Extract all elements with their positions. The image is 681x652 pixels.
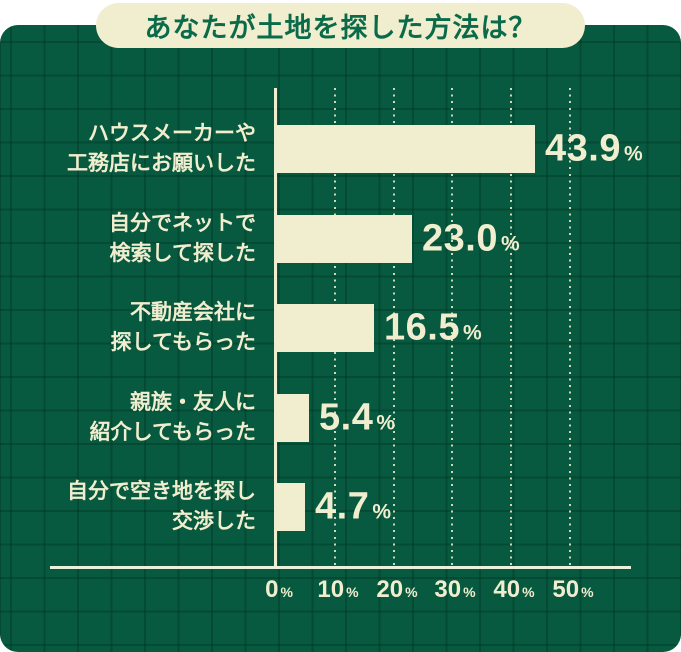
value-number: 5.4 — [319, 396, 374, 439]
category-label: 不動産会社に探してもらった — [20, 298, 256, 358]
value-percent-sign: % — [376, 411, 396, 435]
x-tick-number: 50 — [552, 576, 580, 603]
value-number: 4.7 — [315, 485, 370, 528]
bar — [277, 394, 309, 442]
value-label: 4.7% — [315, 486, 391, 529]
category-label-line: 親族・友人に — [130, 391, 256, 414]
title-banner: あなたが土地を探した方法は？ — [96, 3, 585, 48]
x-tick-label: 30% — [410, 576, 500, 604]
gridline-40-percent — [510, 88, 512, 566]
category-label: ハウスメーカーや工務店にお願いした — [20, 119, 256, 179]
x-tick-label: 0% — [234, 576, 324, 604]
value-label: 5.4% — [319, 397, 395, 440]
value-percent-sign: % — [372, 500, 392, 524]
x-tick-number: 30 — [434, 576, 462, 603]
category-label: 親族・友人に紹介してもらった — [20, 388, 256, 448]
value-label: 23.0% — [422, 218, 520, 261]
x-tick-percent-sign: % — [463, 584, 476, 600]
x-tick-label: 50% — [528, 576, 618, 604]
x-tick-percent-sign: % — [280, 584, 293, 600]
x-tick-number: 20 — [376, 576, 404, 603]
bar — [277, 125, 535, 173]
bar — [277, 483, 305, 531]
bar — [277, 215, 412, 263]
x-tick-percent-sign: % — [581, 584, 594, 600]
category-label: 自分でネットで 検索して探した — [20, 209, 256, 269]
value-label: 43.9% — [545, 128, 643, 171]
category-label-line: 探してもらった — [110, 331, 256, 354]
category-label: 自分で空き地を探し交渉した — [20, 477, 256, 537]
bar — [277, 304, 374, 352]
value-percent-sign: % — [500, 232, 520, 256]
category-label-line: 検索して探した — [109, 242, 256, 265]
x-tick-number: 0 — [265, 576, 279, 603]
value-label: 16.5% — [384, 307, 482, 350]
category-label-line: 交渉した — [172, 510, 256, 533]
gridline-20-percent — [393, 88, 395, 566]
value-percent-sign: % — [623, 142, 643, 166]
gridline-30-percent — [451, 88, 453, 566]
category-label-line: ハウスメーカーや — [88, 122, 256, 145]
value-number: 23.0 — [422, 217, 498, 260]
y-axis-line — [274, 88, 277, 569]
x-axis-line — [50, 566, 631, 569]
x-tick-percent-sign: % — [346, 584, 359, 600]
x-tick-percent-sign: % — [522, 584, 535, 600]
x-tick-label: 10% — [293, 576, 383, 604]
x-tick-label: 20% — [352, 576, 442, 604]
gridline-50-percent — [569, 88, 571, 566]
value-percent-sign: % — [462, 321, 482, 345]
x-tick-label: 40% — [469, 576, 559, 604]
category-label-line: 自分でネットで — [109, 212, 256, 235]
x-tick-number: 10 — [317, 576, 345, 603]
x-tick-number: 40 — [493, 576, 521, 603]
category-label-line: 不動産会社に — [130, 301, 256, 324]
value-number: 43.9 — [545, 127, 621, 170]
category-label-line: 紹介してもらった — [89, 421, 256, 444]
category-label-line: 工務店にお願いした — [67, 152, 256, 175]
x-tick-percent-sign: % — [405, 584, 418, 600]
value-number: 16.5 — [384, 306, 460, 349]
category-label-line: 自分で空き地を探し — [67, 480, 256, 503]
chart-title: あなたが土地を探した方法は？ — [144, 13, 537, 43]
